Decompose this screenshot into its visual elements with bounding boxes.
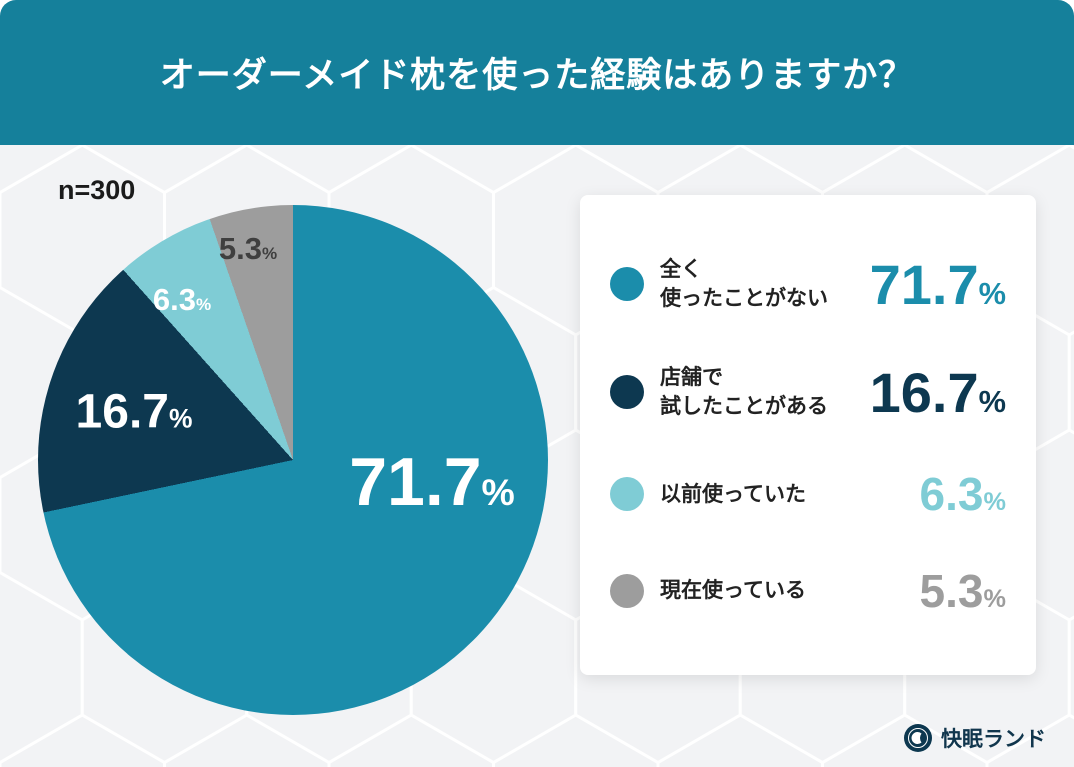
legend-row: 全く 使ったことがない 71.7% [610,252,1006,317]
legend-dot [610,574,644,609]
legend-value: 5.3% [920,564,1006,618]
legend-value-number: 71.7 [869,252,979,316]
percent-sign: % [978,383,1006,419]
pie-label-second: 16.7% [76,385,193,440]
pie-label-value: 6.3 [152,282,196,317]
percent-sign: % [481,471,515,513]
pie-label-value: 71.7 [349,444,482,520]
content-area: n=300 71.7% 16.7% 6.3% 5.3% 全く 使ったことがない [0,145,1074,767]
percent-sign: % [168,403,193,434]
percent-sign: % [195,295,212,314]
legend-value-number: 16.7 [869,360,979,424]
sample-size-label: n=300 [58,175,136,205]
pie-label-largest: 71.7% [349,443,515,521]
legend-label: 現在使っている [660,579,806,603]
legend-label: 店舗で 試したことがある [660,365,828,419]
pie-chart-wrap: 71.7% 16.7% 6.3% 5.3% [38,205,548,715]
header-banner: オーダーメイド枕を使った経験はありますか？ [0,0,1074,145]
legend-dot [610,477,644,512]
legend-row: 現在使っている 5.3% [610,564,1006,618]
page-title: オーダーメイド枕を使った経験はありますか？ [159,56,915,95]
legend-value-number: 6.3 [919,468,984,521]
pie-label-value: 5.3 [218,231,262,266]
legend-value: 16.7% [870,360,1006,425]
pie-chart [38,205,548,715]
percent-sign: % [261,244,278,263]
brand-logo-icon [904,724,932,752]
legend-value: 6.3% [920,467,1006,521]
legend-label: 以前使っていた [660,482,806,506]
legend-dot [610,267,644,302]
brand-footer: 快眠ランド [903,723,1046,753]
pie-label-fourth: 5.3% [219,231,277,267]
percent-sign: % [978,275,1006,311]
legend-row: 店舗で 試したことがある 16.7% [610,360,1006,425]
pie-label-third: 6.3% [153,282,211,318]
percent-sign: % [983,585,1007,614]
legend-dot [610,375,644,410]
percent-sign: % [983,488,1007,517]
legend-value-number: 5.3 [919,565,984,618]
legend-label: 全く 使ったことがない [660,257,828,311]
brand-name: 快眠ランド [941,728,1046,751]
legend-value: 71.7% [870,252,1006,317]
legend-card: 全く 使ったことがない 71.7% 店舗で 試したことがある 16.7% 以前使… [580,195,1036,675]
legend-row: 以前使っていた 6.3% [610,467,1006,521]
pie-label-value: 16.7 [75,385,169,439]
